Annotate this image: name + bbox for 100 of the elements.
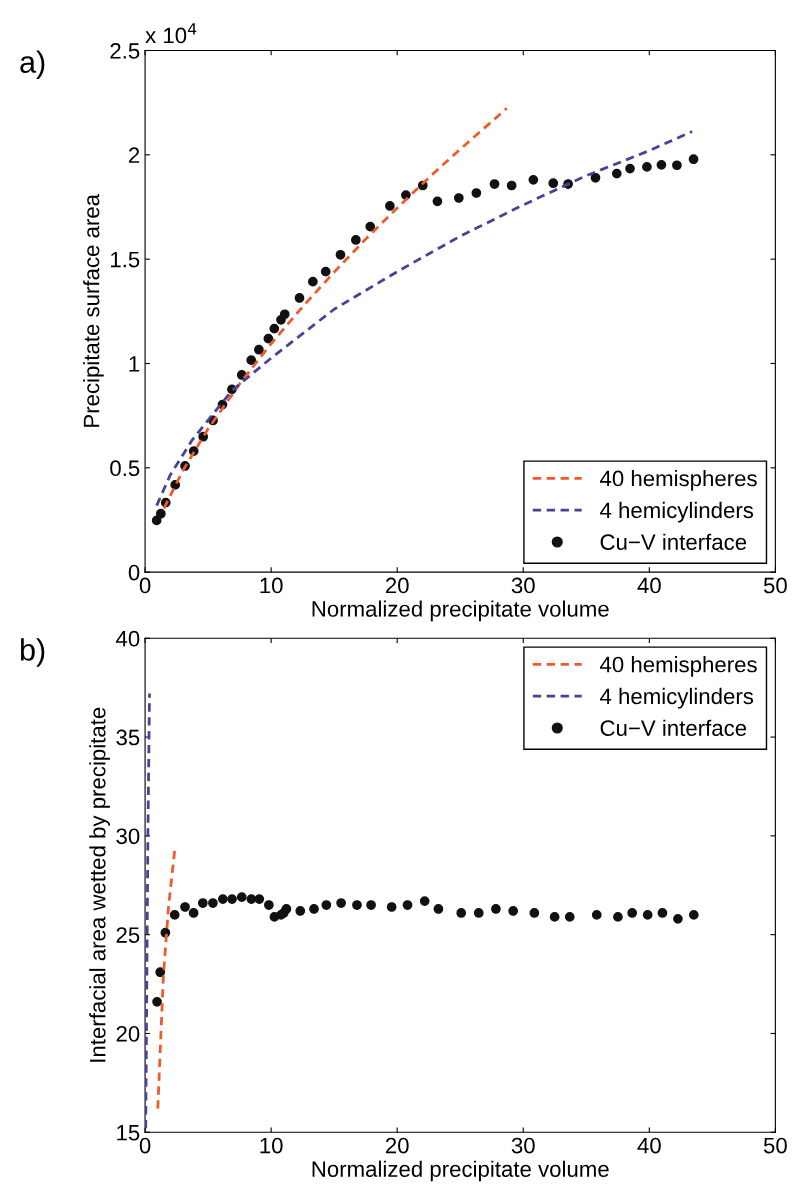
text: x 10$^{4}$ bbox=[145, 23, 197, 44]
y-tick-label: 25 bbox=[116, 927, 140, 943]
point bbox=[155, 967, 166, 978]
point bbox=[217, 894, 228, 904]
point bbox=[254, 894, 265, 904]
point bbox=[491, 904, 501, 914]
point bbox=[336, 898, 346, 908]
x-tick-label: 20 bbox=[385, 1137, 409, 1154]
point bbox=[688, 910, 699, 920]
point bbox=[473, 908, 484, 918]
point bbox=[294, 293, 305, 303]
legend-label: 4 hemicylinders bbox=[600, 501, 754, 523]
y-tick-label: 40 bbox=[116, 630, 140, 647]
point bbox=[269, 323, 280, 334]
point bbox=[432, 196, 443, 207]
point bbox=[453, 193, 464, 203]
x-tick-label: 40 bbox=[637, 1137, 661, 1154]
point bbox=[281, 904, 292, 914]
point bbox=[321, 900, 332, 910]
y-tick-label: 2.5 bbox=[110, 43, 140, 59]
legend-label: 40 hemispheres bbox=[600, 656, 757, 677]
point bbox=[279, 309, 290, 320]
y-tick-label: 0 bbox=[128, 564, 140, 581]
point bbox=[366, 900, 376, 910]
point bbox=[613, 912, 623, 922]
point bbox=[508, 906, 519, 916]
point bbox=[264, 900, 274, 910]
x-tick-label: 10 bbox=[260, 577, 283, 594]
point bbox=[529, 908, 540, 918]
point bbox=[320, 266, 331, 277]
point bbox=[155, 508, 166, 519]
point bbox=[254, 344, 264, 355]
point bbox=[350, 235, 361, 245]
point bbox=[227, 894, 237, 904]
y-tick-label: 35 bbox=[116, 729, 140, 746]
point bbox=[590, 172, 601, 183]
point bbox=[335, 249, 346, 260]
x-axis-title: Normalized precipitate volume bbox=[312, 600, 609, 622]
point bbox=[308, 276, 318, 287]
x-tick-label: 10 bbox=[260, 1137, 283, 1154]
point bbox=[365, 221, 376, 232]
point bbox=[246, 355, 257, 366]
point bbox=[419, 896, 430, 906]
point bbox=[672, 160, 682, 171]
point bbox=[549, 912, 560, 922]
x-tick-label: 50 bbox=[763, 577, 787, 594]
point bbox=[352, 900, 362, 910]
point bbox=[506, 180, 517, 191]
point bbox=[688, 154, 699, 165]
x-tick-label: 30 bbox=[511, 1137, 535, 1154]
point bbox=[433, 904, 444, 914]
y-tick-label: 15 bbox=[117, 1125, 140, 1141]
point bbox=[657, 908, 668, 918]
x-tick-label: 0 bbox=[139, 1137, 151, 1154]
point bbox=[208, 898, 218, 908]
y-axis-title: Precipitate surface area bbox=[83, 193, 104, 427]
point bbox=[188, 908, 199, 918]
point bbox=[246, 894, 257, 904]
point bbox=[295, 906, 306, 916]
x-axis-title: Normalized precipitate volume bbox=[312, 1160, 609, 1182]
point bbox=[489, 179, 500, 189]
point bbox=[642, 910, 653, 920]
x-tick-label: 40 bbox=[637, 577, 661, 594]
point bbox=[627, 908, 638, 918]
text: a) bbox=[20, 50, 45, 79]
line-series bbox=[145, 692, 151, 1130]
legend-label: 40 hemispheres bbox=[600, 470, 757, 491]
point bbox=[180, 902, 190, 912]
point bbox=[263, 333, 274, 344]
point bbox=[528, 174, 539, 185]
point bbox=[591, 910, 602, 920]
y-tick-label: 20 bbox=[116, 1026, 140, 1042]
x-tick-label: 0 bbox=[139, 577, 151, 594]
point bbox=[611, 168, 622, 179]
y-tick-label: 0.5 bbox=[110, 460, 140, 477]
y-tick-label: 1 bbox=[129, 356, 140, 372]
point bbox=[385, 201, 395, 211]
point bbox=[564, 912, 575, 922]
point bbox=[236, 892, 247, 902]
y-tick-label: 1.5 bbox=[111, 251, 140, 268]
point bbox=[402, 900, 413, 910]
x-tick-label: 30 bbox=[511, 577, 535, 594]
point bbox=[152, 997, 162, 1007]
y-tick-label: 30 bbox=[116, 828, 140, 845]
point bbox=[386, 902, 397, 912]
point bbox=[197, 898, 208, 908]
x-tick-label: 20 bbox=[385, 577, 409, 594]
point bbox=[642, 162, 652, 172]
point bbox=[456, 908, 467, 918]
text: b) bbox=[20, 638, 45, 667]
point bbox=[169, 910, 180, 920]
y-axis-title: Interfacial area wetted by precipitate bbox=[89, 707, 110, 1062]
point bbox=[625, 163, 635, 174]
legend-label: Cu−V interface bbox=[600, 719, 747, 737]
y-tick-label: 2 bbox=[128, 147, 140, 163]
point bbox=[309, 904, 319, 914]
legend-label: 4 hemicylinders bbox=[600, 687, 754, 709]
x-tick-label: 50 bbox=[763, 1137, 787, 1154]
point bbox=[471, 188, 482, 198]
point bbox=[673, 914, 683, 924]
